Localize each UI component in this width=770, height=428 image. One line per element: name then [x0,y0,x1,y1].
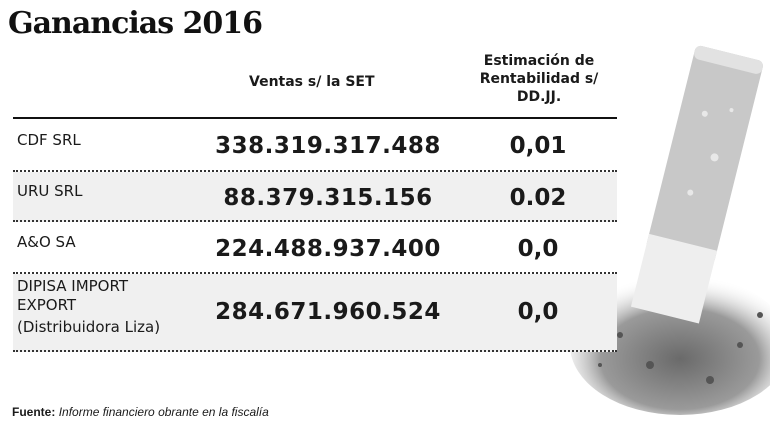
header-sales: Ventas s/ la SET [249,74,375,90]
estimate-value: 0,0 [517,299,559,325]
estimate-value: 0.02 [509,185,567,211]
company-name-line2: EXPORT [17,296,77,314]
sales-value: 338.319.317.488 [215,133,441,159]
cigarette-photo [570,45,770,415]
table-row: CDF SRL 338.319.317.488 0,01 [13,119,617,172]
header-estimate-line3: DD.JJ. [516,89,562,105]
source-footnote: Fuente: Informe financiero obrante en la… [12,405,269,419]
source-text: Informe financiero obrante en la fiscalí… [58,405,269,419]
page-title: Ganancias 2016 [8,6,263,41]
company-name-line1: DIPISA IMPORT [17,277,128,295]
table-row: A&O SA 224.488.937.400 0,0 [13,222,617,274]
source-label: Fuente: [12,405,56,419]
estimate-value: 0,01 [509,133,567,159]
company-name: A&O SA [17,233,76,251]
sales-value: 284.671.960.524 [215,299,441,325]
earnings-table: Ventas s/ la SET Estimación de Rentabili… [13,48,617,352]
sales-value: 88.379.315.156 [223,185,433,211]
company-name: DIPISA IMPORT EXPORT (Distribuidora Liza… [17,277,160,337]
sales-value: 224.488.937.400 [215,236,441,262]
company-name: CDF SRL [17,131,81,149]
header-estimate-line2: Rentabilidad s/ [479,71,599,87]
table-header: Ventas s/ la SET Estimación de Rentabili… [13,48,617,119]
table-row: DIPISA IMPORT EXPORT (Distribuidora Liza… [13,274,617,352]
header-estimate: Estimación de Rentabilidad s/ DD.JJ. [457,52,621,106]
table-row: URU SRL 88.379.315.156 0.02 [13,172,617,222]
estimate-value: 0,0 [517,236,559,262]
header-estimate-line1: Estimación de [483,53,595,69]
company-name-line3: (Distribuidora Liza) [17,318,161,336]
company-name: URU SRL [17,182,83,200]
